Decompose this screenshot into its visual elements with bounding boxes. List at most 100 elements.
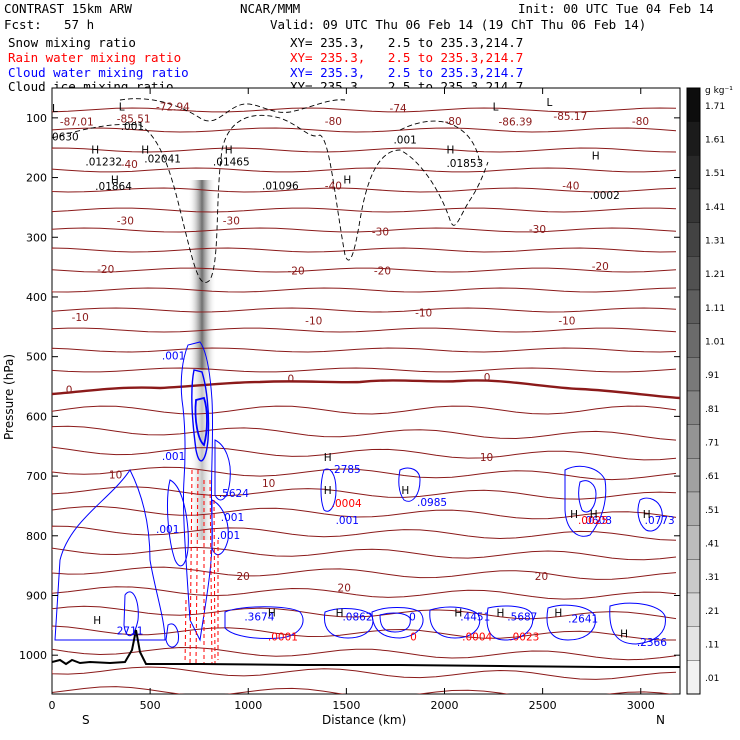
isotherm-line [52, 646, 677, 661]
cloud-ice-label: .0002 [590, 190, 620, 202]
max-min-mark: L [547, 97, 553, 109]
y-axis-title: Pressure (hPa) [2, 354, 16, 440]
cloud-water-label: 0 [409, 612, 416, 624]
max-min-mark: H [590, 509, 598, 521]
field-label-rain: Rain water mixing ratio [8, 50, 182, 65]
max-min-mark: H [93, 615, 101, 627]
temperature-label: 0 [484, 372, 491, 384]
cloud-water-label: .3674 [244, 612, 274, 624]
isotherm-line [52, 525, 677, 541]
colorbar-frame [686, 87, 701, 695]
x-tick-label: 500 [140, 699, 161, 712]
cloud-ice-label: .01864 [95, 181, 132, 193]
field-xy-cloud-water: XY= 235.3, 2.5 to 235.3,214.7 [290, 65, 524, 80]
isotherm-line [52, 505, 677, 520]
colorbar-label: .61 [705, 472, 719, 482]
temperature-label: -40 [562, 180, 579, 192]
cloud-water-label: .0862 [342, 612, 372, 624]
cloud-water-label: .2366 [637, 637, 667, 649]
isotherm-line [52, 207, 677, 213]
cloud-ice-label: .01096 [262, 180, 299, 192]
temperature-label: -10 [305, 315, 322, 327]
colorbar-swatch [686, 256, 701, 291]
colorbar-swatch [686, 390, 701, 425]
temperature-label: -30 [117, 216, 134, 228]
isotherm-line [52, 605, 677, 620]
temperature-label: -85.51 [117, 114, 151, 126]
cloud-water-label: 2711 [117, 625, 144, 637]
isotherm-line [52, 327, 677, 333]
max-min-mark: L [119, 102, 125, 114]
isotherm-line [52, 247, 677, 253]
temperature-label: -30 [372, 226, 389, 238]
max-min-mark: H [446, 145, 454, 157]
y-tick-label: 500 [26, 351, 47, 364]
temperature-label: 20 [236, 571, 249, 583]
max-min-mark: H [401, 485, 409, 497]
max-min-mark: H [343, 175, 351, 187]
max-min-mark: H [570, 509, 578, 521]
cloud-water-label: .0773 [645, 515, 675, 527]
colorbar-swatch [686, 491, 701, 526]
max-min-mark: H [592, 151, 600, 163]
cloud-ice-label: .01465 [213, 157, 250, 169]
cloud-water-label: .0608 [582, 515, 612, 527]
isotherm-line [52, 425, 677, 441]
cloud-ice-label: .001 [121, 121, 144, 133]
colorbar-swatch [686, 458, 701, 493]
rain-label: .0004 [332, 498, 362, 510]
temperature-label: -10 [72, 312, 89, 324]
cloud-ice-contours [52, 98, 489, 283]
isotherm-line [52, 267, 677, 273]
cloud-water-label: .0985 [417, 497, 447, 509]
temperature-contours [52, 107, 677, 694]
cloud-ice-label: 0630 [52, 132, 79, 144]
cloud-water-label: .5624 [219, 488, 249, 500]
temperature-label: -30 [223, 216, 240, 228]
temperature-label: -20 [97, 264, 114, 276]
colorbar-label: .21 [705, 607, 719, 617]
forecast-hours: 57 h [64, 17, 95, 32]
rain-contours [184, 469, 219, 665]
isotherm-line [52, 586, 677, 600]
isotherm-line [52, 347, 677, 353]
temperature-label: -74 [390, 103, 407, 115]
contour-labels: -87.01 -85.51 -72.94 -86.39 -85.17 -74 -80 -80 -… [52, 97, 675, 649]
colorbar-label: .81 [705, 405, 719, 415]
temperature-label: -40 [325, 180, 342, 192]
isotherm-line [52, 107, 677, 113]
max-min-mark: H [225, 145, 233, 157]
colorbar: 1.71 1.61 1.51 1.41 1.31 1.21 1.11 1.01 .91 .81 .7… [686, 87, 725, 695]
field-label-cloud-water: Cloud water mixing ratio [8, 65, 189, 80]
isotherm-line [52, 307, 677, 313]
x-tick-label: 2500 [529, 699, 557, 712]
colorbar-label: 1.31 [705, 237, 725, 247]
colorbar-label: 1.61 [705, 136, 725, 146]
temperature-label: 0 [66, 385, 73, 397]
valid-time: Valid: 09 UTC Thu 06 Feb 14 (19 ChT Thu … [270, 17, 647, 32]
isotherm-line [52, 686, 674, 694]
isotherm-line [52, 167, 677, 173]
temperature-label: -85.17 [553, 111, 587, 123]
colorbar-label: 1.71 [705, 102, 725, 112]
cloud-ice-label: .001 [393, 135, 416, 147]
rain-label: .0001 [268, 631, 298, 643]
y-tick-label: 200 [26, 172, 47, 185]
max-min-mark: L [52, 103, 58, 115]
temperature-label: 20 [535, 571, 548, 583]
isotherm-line [52, 566, 677, 580]
colorbar-swatch [686, 660, 701, 695]
max-min-mark: H [268, 607, 276, 619]
isotherm-line [52, 367, 677, 373]
cloud-water-contours [54, 341, 666, 648]
max-min-mark: H [454, 607, 462, 619]
plot-frame [51, 87, 681, 695]
zero-isotherm [52, 379, 680, 400]
cloud-water-label: .5687 [507, 612, 537, 624]
x-tick-label: 2000 [431, 699, 459, 712]
colorbar-label: .11 [705, 641, 719, 651]
temperature-label: -80 [632, 116, 649, 128]
model-title: CONTRAST 15km ARW [4, 1, 132, 16]
temperature-label: -20 [374, 265, 391, 277]
